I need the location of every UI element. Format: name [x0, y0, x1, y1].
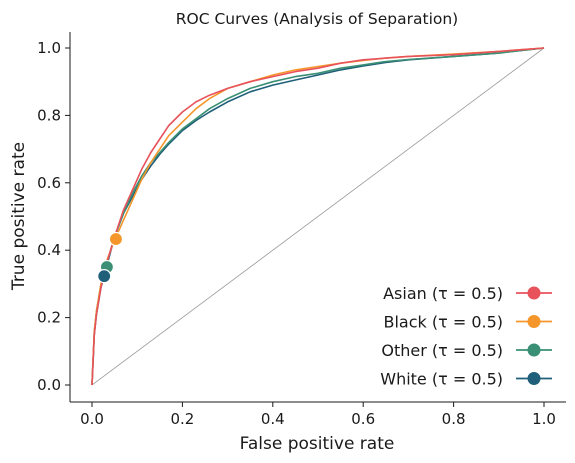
legend: Asian (τ = 0.5) Black (τ = 0.5) Other (τ =…	[380, 284, 552, 389]
x-tick-label: 0.6	[351, 410, 375, 428]
y-tick-label: 0.8	[37, 106, 61, 124]
legend-marker-asian	[527, 286, 541, 300]
roc-curve-asian	[91, 47, 545, 386]
y-tick-label: 0.2	[37, 309, 61, 327]
legend-label-asian: Asian (τ = 0.5)	[383, 284, 503, 303]
x-tick-label: 1.0	[532, 410, 556, 428]
y-tick-label: 0.0	[37, 376, 61, 394]
y-axis: 0.0 0.2 0.4 0.6 0.8 1.0	[37, 32, 71, 402]
x-tick-label: 0.2	[170, 410, 194, 428]
x-tick-label: 0.4	[261, 410, 285, 428]
plot-area	[91, 47, 545, 386]
operating-point-black	[108, 231, 124, 247]
legend-marker-black	[527, 315, 541, 328]
y-tick-label: 1.0	[37, 39, 61, 57]
legend-label-other: Other (τ = 0.5)	[381, 341, 503, 360]
y-tick-label: 0.4	[37, 241, 61, 259]
x-tick-label: 0.8	[442, 410, 466, 428]
y-tick-label: 0.6	[37, 174, 61, 192]
y-axis-label: True positive rate	[9, 142, 29, 291]
chart-title: ROC Curves (Analysis of Separation)	[176, 10, 458, 28]
legend-label-white: White (τ = 0.5)	[380, 370, 503, 389]
legend-marker-other	[527, 343, 541, 357]
legend-marker-white	[527, 372, 541, 385]
x-tick-label: 0.0	[80, 410, 104, 428]
x-axis-label: False positive rate	[240, 434, 395, 454]
operating-point-white	[97, 269, 112, 284]
x-axis: 0.0 0.2 0.4 0.6 0.8 1.0	[70, 401, 566, 428]
reference-diagonal-line	[91, 47, 545, 386]
legend-label-black: Black (τ = 0.5)	[383, 313, 503, 332]
